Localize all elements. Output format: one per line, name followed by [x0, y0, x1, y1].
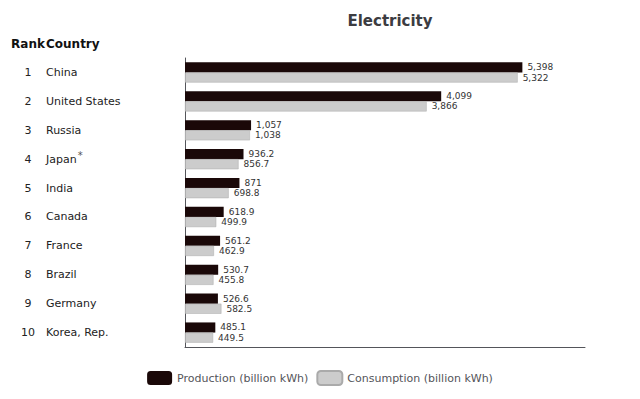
svg-text:9: 9 — [25, 297, 32, 310]
svg-text:499.9: 499.9 — [221, 217, 247, 227]
svg-text:530.7: 530.7 — [223, 265, 249, 275]
svg-text:5: 5 — [25, 182, 32, 195]
svg-text:Korea, Rep.: Korea, Rep. — [46, 326, 109, 339]
svg-text:7: 7 — [25, 239, 32, 252]
svg-text:Production (billion kWh): Production (billion kWh) — [177, 372, 308, 385]
svg-text:Russia: Russia — [46, 124, 81, 137]
svg-text:10: 10 — [21, 326, 35, 339]
svg-text:Japan: Japan — [45, 153, 77, 166]
svg-text:526.6: 526.6 — [223, 294, 249, 304]
svg-text:485.1: 485.1 — [220, 322, 246, 332]
svg-text:4: 4 — [25, 153, 32, 166]
svg-text:449.5: 449.5 — [218, 333, 244, 343]
svg-text:United States: United States — [46, 95, 121, 108]
svg-text:India: India — [46, 182, 73, 195]
svg-text:8: 8 — [25, 268, 32, 281]
svg-text:Brazil: Brazil — [46, 268, 77, 281]
svg-text:561.2: 561.2 — [225, 236, 251, 246]
svg-text:936.2: 936.2 — [249, 149, 275, 159]
svg-text:5,398: 5,398 — [527, 62, 553, 72]
svg-text:1: 1 — [25, 66, 32, 79]
svg-text:698.8: 698.8 — [234, 188, 260, 198]
svg-text:Canada: Canada — [46, 210, 88, 223]
svg-text:3: 3 — [25, 124, 32, 137]
svg-text:2: 2 — [25, 95, 32, 108]
svg-text:China: China — [46, 66, 77, 79]
svg-text:Country: Country — [46, 37, 100, 51]
svg-text:3,866: 3,866 — [432, 101, 458, 111]
svg-text:Germany: Germany — [46, 297, 97, 310]
svg-text:France: France — [46, 239, 83, 252]
svg-text:856.7: 856.7 — [244, 159, 270, 169]
svg-text:1,057: 1,057 — [256, 120, 282, 130]
svg-text:455.8: 455.8 — [218, 275, 244, 285]
svg-text:1,038: 1,038 — [255, 130, 281, 140]
svg-text:462.9: 462.9 — [219, 246, 245, 256]
svg-text:Electricity: Electricity — [347, 12, 432, 30]
svg-text:5,322: 5,322 — [523, 73, 549, 83]
svg-text:Consumption (billion kWh): Consumption (billion kWh) — [347, 372, 493, 385]
svg-text:871: 871 — [244, 178, 261, 188]
svg-text:4,099: 4,099 — [446, 91, 472, 101]
svg-text:618.9: 618.9 — [229, 207, 255, 217]
svg-text:*: * — [78, 150, 83, 161]
svg-text:582.5: 582.5 — [226, 304, 252, 314]
svg-text:6: 6 — [25, 210, 32, 223]
svg-text:Rank: Rank — [11, 37, 46, 51]
